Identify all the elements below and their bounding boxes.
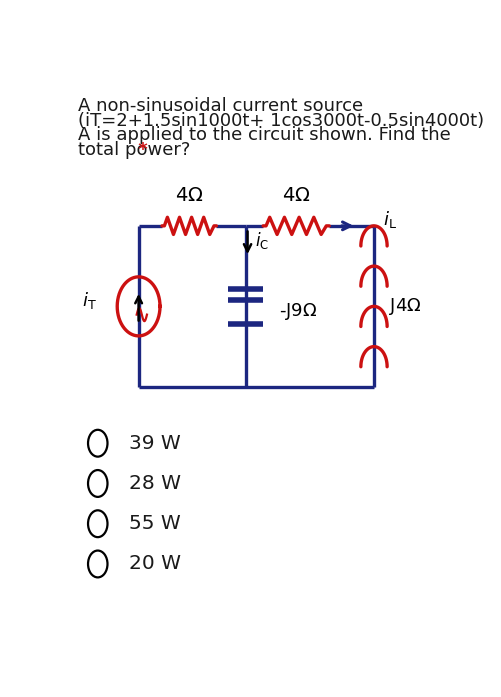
Text: 39 W: 39 W (129, 434, 180, 453)
Text: 55 W: 55 W (129, 514, 180, 533)
Text: J4$\Omega$: J4$\Omega$ (388, 296, 421, 317)
Text: *: * (132, 141, 147, 158)
Text: 4$\Omega$: 4$\Omega$ (174, 187, 203, 206)
Text: 4$\Omega$: 4$\Omega$ (282, 187, 310, 206)
Text: A is applied to the circuit shown. Find the: A is applied to the circuit shown. Find … (78, 126, 450, 144)
Text: 20 W: 20 W (129, 555, 180, 574)
Text: i$_\mathrm{T}$: i$_\mathrm{T}$ (82, 291, 97, 312)
Text: i$_\mathrm{C}$: i$_\mathrm{C}$ (255, 230, 269, 251)
Text: A non-sinusoidal current source: A non-sinusoidal current source (78, 97, 363, 115)
Text: 28 W: 28 W (129, 474, 180, 493)
Text: i$_\mathrm{L}$: i$_\mathrm{L}$ (382, 209, 396, 230)
Text: -J9$\Omega$: -J9$\Omega$ (278, 301, 316, 322)
Text: total power?: total power? (78, 141, 190, 158)
Text: (iT=2+1.5sin1000t+ 1cos3000t-0.5sin4000t): (iT=2+1.5sin1000t+ 1cos3000t-0.5sin4000t… (78, 112, 483, 130)
